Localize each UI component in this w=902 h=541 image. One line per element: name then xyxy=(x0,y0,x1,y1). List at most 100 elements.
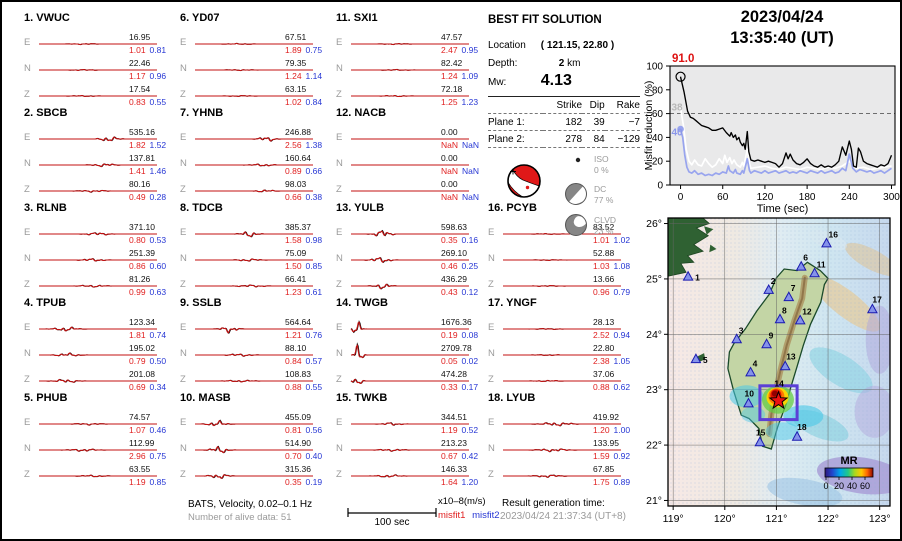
plane1-row: Plane 1: 182 39 −7 xyxy=(488,113,640,131)
amplitude-value: 13.66 xyxy=(593,274,615,284)
channel-label: N xyxy=(24,348,31,359)
depth-value: 2 xyxy=(558,58,565,69)
misfit1-value: 1.03 xyxy=(593,261,610,271)
misfit1-value: 0.80 xyxy=(129,235,146,245)
filter-info: BATS, Velocity, 0.02–0.1 Hz xyxy=(188,499,313,510)
colorbar-tick: 0 xyxy=(823,481,828,491)
svg-text:20: 20 xyxy=(652,157,664,168)
station-number-label: 10 xyxy=(745,389,755,399)
amplitude-value: 315.36 xyxy=(285,464,311,474)
amplitude-value: 371.10 xyxy=(129,222,155,232)
amplitude-value: 598.63 xyxy=(441,222,467,232)
panel-title: BEST FIT SOLUTION xyxy=(488,14,602,26)
misfit1-value: 1.21 xyxy=(285,330,302,340)
channel-label: E xyxy=(24,132,31,143)
station-block: 10. MASB E 455.09 0.81 0.56 N 514.90 0.70 0.40 Z 3… xyxy=(180,392,334,487)
station-title: 4. TPUB xyxy=(24,297,67,309)
channel-row: E 564.64 1.21 0.76 xyxy=(180,314,334,340)
misfit2-value: 0.28 xyxy=(149,192,167,202)
station-number-label: 6 xyxy=(803,253,808,263)
channel-label: Z xyxy=(488,279,494,290)
amplitude-value: 455.09 xyxy=(285,412,311,422)
lat-tick-label: 24° xyxy=(646,329,662,341)
waveform-trace xyxy=(503,354,621,356)
misfit2-value: 0.62 xyxy=(613,382,631,392)
amplitude-value: 17.54 xyxy=(129,84,151,94)
misfit1-value: 2.96 xyxy=(129,451,146,461)
station-number-label: 5 xyxy=(703,355,708,365)
svg-text:240: 240 xyxy=(841,192,858,203)
misfit2-value: 1.09 xyxy=(461,71,479,81)
misfit1-value: NaN xyxy=(441,192,459,202)
channel-row: E 455.09 0.81 0.56 xyxy=(180,409,334,435)
lon-tick-label: 119° xyxy=(663,513,684,525)
channel-row: N 133.95 1.59 0.92 xyxy=(488,435,642,461)
station-column: 6. YD07 E 67.51 1.89 0.75 N 79.35 1.24 1.14 Z 63.1… xyxy=(180,12,334,487)
misfit1-value: 1.50 xyxy=(285,261,302,271)
station-number-label: 7 xyxy=(791,283,796,293)
channel-row: Z 37.06 0.88 0.62 xyxy=(488,366,642,392)
misfit1-value: 1.75 xyxy=(593,477,610,487)
station-block: 5. PHUB E 74.57 1.07 0.46 N 112.99 2.96 0.75 Z 63.… xyxy=(24,392,178,487)
svg-text:300: 300 xyxy=(883,192,900,203)
misfit-heat-patch xyxy=(771,390,778,397)
channel-label: E xyxy=(336,227,343,238)
channel-label: E xyxy=(488,417,495,428)
misfit2-value: 0.60 xyxy=(149,261,167,271)
station-number-label: 17 xyxy=(872,294,882,304)
lon-tick-label: 121° xyxy=(766,513,788,525)
lat-tick-label: 26° xyxy=(646,218,662,230)
misfit1-value: 1.23 xyxy=(285,287,302,297)
channel-label: N xyxy=(336,348,343,359)
mechanism-area: ISO 0 % DC 77 % xyxy=(490,148,646,248)
channel-label: N xyxy=(180,348,187,359)
station-block: 8. TDCB E 385.37 1.58 0.98 N 75.09 1.50 0.85 Z 66.… xyxy=(180,202,334,297)
station-title: 15. TWKB xyxy=(336,392,388,404)
channel-row: N 137.81 1.41 1.46 xyxy=(24,150,178,176)
y-axis-label: Misfit reduction (%) xyxy=(643,81,655,171)
station-title: 7. YHNB xyxy=(180,107,224,119)
svg-text:60: 60 xyxy=(652,109,664,120)
station-marker xyxy=(754,436,766,447)
misfit2-value: 0.34 xyxy=(149,382,167,392)
station-number-label: 15 xyxy=(756,427,766,437)
channel-row: Z 98.03 0.66 0.38 xyxy=(180,176,334,202)
channel-row: E 385.37 1.58 0.98 xyxy=(180,219,334,245)
station-block: 17. YNGF E 28.13 2.52 0.94 N 22.80 2.38 1.05 Z 37.… xyxy=(488,297,642,392)
waveform-trace xyxy=(39,474,157,478)
svg-text:0: 0 xyxy=(678,192,684,203)
station-block: 9. SSLB E 564.64 1.21 0.76 N 88.10 0.84 0.57 Z 108… xyxy=(180,297,334,392)
location-value: ( 121.15, 22.80 ) xyxy=(540,40,615,51)
misfit2-value: 0.84 xyxy=(305,97,323,107)
channel-row: Z 474.28 0.33 0.17 xyxy=(336,366,490,392)
station-marker xyxy=(794,314,806,325)
channel-label: N xyxy=(336,63,343,74)
misfit1-value: 0.67 xyxy=(441,451,458,461)
waveform-trace xyxy=(39,378,157,383)
channel-row: Z 63.15 1.02 0.84 xyxy=(180,81,334,107)
dc-pct: 77 % xyxy=(594,194,614,205)
lon-tick-label: 123° xyxy=(869,513,891,525)
amplitude-value: 16.95 xyxy=(129,32,151,42)
channel-row: N 251.39 0.86 0.60 xyxy=(24,245,178,271)
depth-unit: km xyxy=(567,58,581,69)
waveform-trace xyxy=(351,190,469,192)
misfit1-value: 1.24 xyxy=(285,71,302,81)
misfit1-value: 1.02 xyxy=(285,97,302,107)
amplitude-value: 83.52 xyxy=(593,222,615,232)
annotation-1: 38 xyxy=(672,103,684,114)
channel-row: Z 201.08 0.69 0.34 xyxy=(24,366,178,392)
station-title: 12. NACB xyxy=(336,107,387,119)
station-block: 1. VWUC E 16.95 1.01 0.81 N 22.46 1.17 0.96 Z 17.5… xyxy=(24,12,178,107)
channel-row: E 28.13 2.52 0.94 xyxy=(488,314,642,340)
channel-row: N 195.02 0.79 0.50 xyxy=(24,340,178,366)
amplitude-value: 81.26 xyxy=(129,274,151,284)
plane2-row: Plane 2: 278 84 −129 xyxy=(488,130,640,148)
clvd-component: CLVD 23 % xyxy=(564,213,646,243)
waveform-trace xyxy=(351,256,469,264)
amplitude-value: 0.00 xyxy=(441,127,458,137)
col-dip: Dip xyxy=(582,96,605,114)
amplitude-value: 74.57 xyxy=(129,412,151,422)
channel-label: N xyxy=(180,158,187,169)
misfit1-value: 0.33 xyxy=(441,382,458,392)
